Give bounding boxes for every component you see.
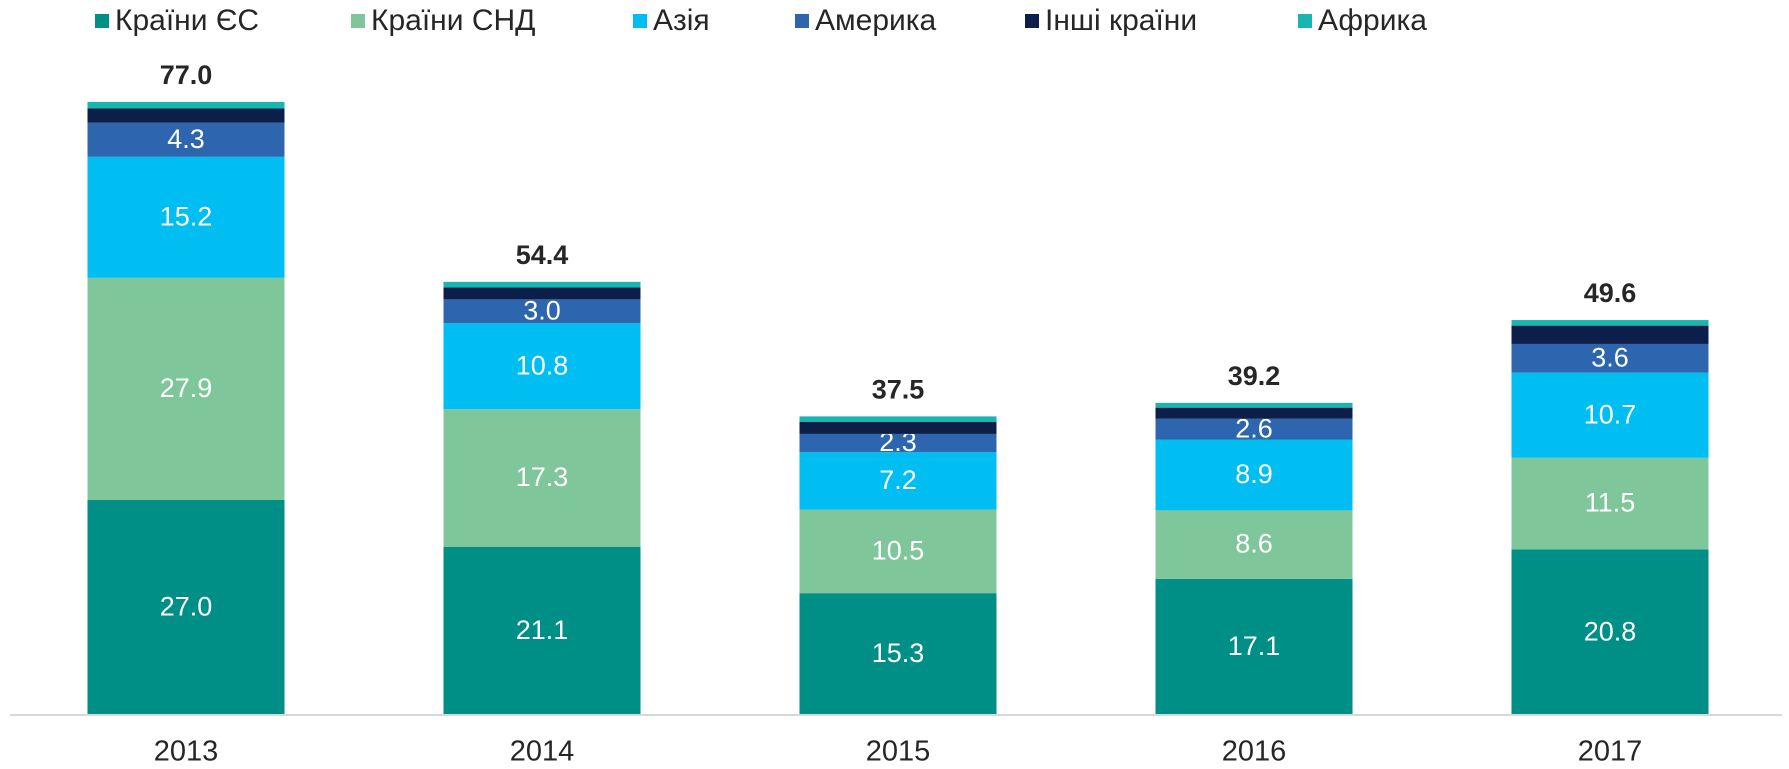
legend-label: Країни СНД [371,4,536,37]
bar-segment [1155,578,1353,715]
bar-segment [87,500,285,715]
data-label: 15.2 [160,201,213,231]
data-label: 27.0 [160,592,213,622]
total-label: 37.5 [872,375,925,405]
legend-label: Африка [1318,4,1427,37]
legend-swatch [95,14,109,28]
legend-swatch [633,14,647,28]
bar-segment [87,101,285,109]
data-label: 27.9 [160,373,213,403]
total-label: 54.4 [516,240,569,270]
bar-segment [443,409,641,547]
bar-segment [87,108,285,123]
bar-segment [799,593,997,715]
data-label: 20.8 [1584,616,1637,646]
legend-swatch [795,14,809,28]
total-label: 49.6 [1584,278,1637,308]
bar-segment [87,122,285,157]
bar-segment [1155,402,1353,408]
bar-segment [443,546,641,715]
data-label: 10.5 [872,535,925,565]
legend-label: Азія [653,4,710,37]
legend-swatch [1298,14,1312,28]
bar-segment [443,299,641,324]
bar-segment [1511,325,1709,344]
data-label: 3.0 [523,295,561,325]
data-label: 4.3 [167,124,205,154]
bar-segment [443,281,641,288]
bar-segment [1511,549,1709,715]
bar-segment [1155,439,1353,511]
total-label: 77.0 [160,60,213,90]
data-label: 7.2 [879,465,917,495]
x-tick-label: 2016 [1222,736,1287,768]
bar-segment [443,323,641,410]
bar-segment [1155,418,1353,440]
bar-segment [87,156,285,278]
bar-segment [1155,510,1353,579]
bar-segment [1511,372,1709,458]
data-label: 21.1 [516,615,569,645]
bar-segment [1511,343,1709,373]
data-label: 8.6 [1235,529,1273,559]
data-label: 10.8 [516,350,569,380]
data-label: 3.6 [1591,342,1629,372]
legend-label: Країни ЄС [115,4,259,37]
bar-segment [1155,407,1353,419]
legend-swatch [1025,14,1039,28]
data-label: 15.3 [872,638,925,668]
bar-segment [799,416,997,422]
data-label: 17.1 [1228,631,1281,661]
legend-label: Америка [815,4,937,37]
bar-segment [1511,457,1709,550]
legend-swatch [351,14,365,28]
x-tick-label: 2017 [1578,736,1643,768]
x-tick-label: 2014 [510,736,575,768]
bar-segment [799,433,997,453]
x-tick-label: 2015 [866,736,931,768]
bar-segment [799,452,997,510]
bar-segment [87,277,285,501]
data-label: 10.7 [1584,399,1637,429]
data-label: 11.5 [1585,488,1636,518]
bar-segment [1511,320,1709,326]
bar-segment [799,509,997,594]
data-label: 8.9 [1235,459,1273,489]
total-label: 39.2 [1228,361,1281,391]
bar-segment [799,421,997,434]
x-tick-label: 2013 [154,736,219,768]
legend-label: Інші країни [1045,4,1197,37]
data-label: 17.3 [516,462,569,492]
bar-segment [443,287,641,300]
